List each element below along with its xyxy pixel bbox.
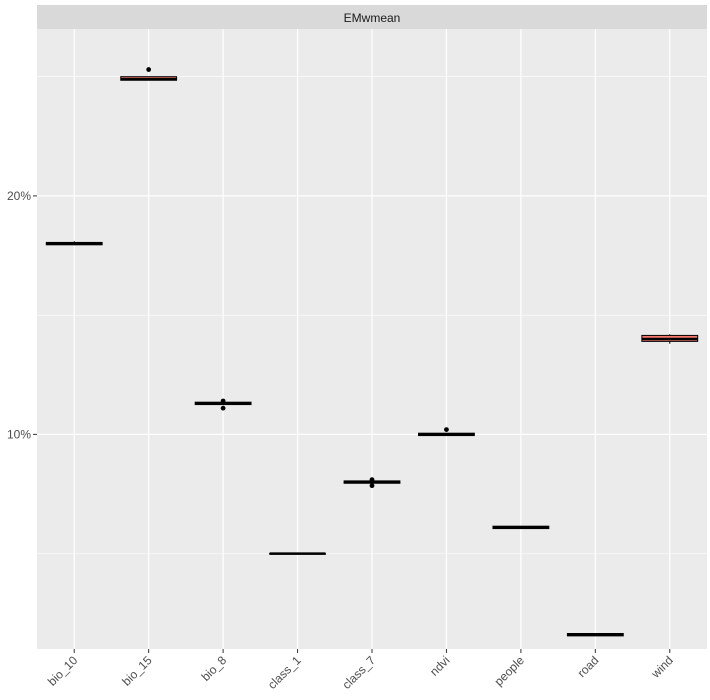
outlier-point [146,67,152,72]
boxplot-bio_15 [120,67,178,81]
y-tick-label: 20% [7,189,31,203]
boxplot-people [492,525,550,530]
boxplot-ndvi [418,427,475,437]
boxplot-bio_10 [45,241,103,246]
boxplot-class_1 [269,552,326,555]
x-tick-label: road [575,653,602,680]
x-tick-label: bio_8 [199,653,230,684]
outlier-point [369,477,375,483]
x-tick-label: class_7 [339,653,378,692]
y-tick-label: 10% [7,427,31,441]
x-tick-label: bio_10 [45,653,81,689]
x-tick-label: bio_15 [119,653,155,689]
facet-strip [37,5,707,29]
boxplot-class_7 [343,477,401,489]
boxplot-road [566,633,624,637]
x-tick-label: ndvi [427,653,452,678]
x-tick-label: class_1 [265,653,304,692]
outlier-point [220,398,226,404]
boxplot-bio_8 [194,398,252,411]
boxplot-wind [641,334,699,344]
boxplots [45,67,699,637]
x-tick-label: wind [648,653,676,681]
outlier-point [220,405,226,411]
outlier-point [369,483,375,489]
grid-lines [37,29,707,649]
outlier-point [444,427,449,433]
x-tick-label: people [492,653,528,689]
facet-title: EMwmean [344,11,401,25]
